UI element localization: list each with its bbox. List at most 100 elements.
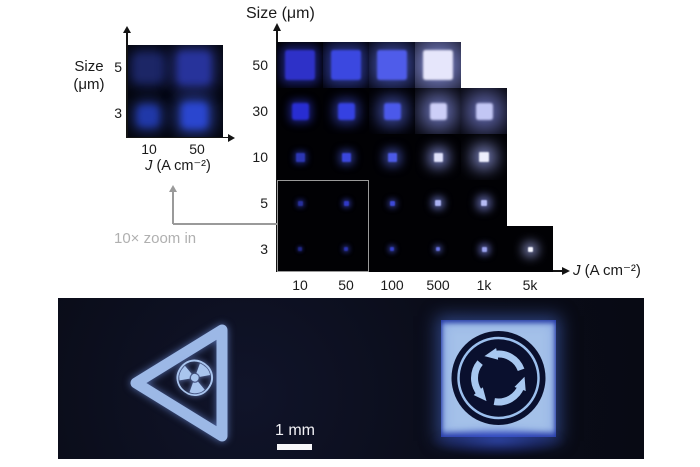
el-emitter-square — [429, 102, 447, 120]
main-y-axis-title: Size (μm) — [246, 5, 315, 22]
el-emitter-square — [341, 152, 351, 162]
el-image-cell-3um-50 — [323, 226, 369, 272]
inset-x-axis-title: J (A cm⁻²) — [126, 157, 230, 175]
el-emitter-square — [387, 152, 397, 162]
radiation-trefoil-icon: ☢ — [167, 346, 223, 412]
el-emitter-square — [337, 102, 355, 120]
inset-x-axis-line — [127, 136, 229, 138]
el-image-cell-50um-50 — [323, 42, 369, 88]
main-x-axis-title-j: J — [573, 262, 581, 279]
el-image-cell-30um-500 — [415, 88, 461, 134]
el-emitter-square — [297, 200, 303, 206]
main-x-axis-arrow-icon — [562, 266, 570, 275]
el-image-cell-5um-500 — [415, 180, 461, 226]
el-image-cell-3um-10 — [277, 226, 323, 272]
inset-y-axis-title-line1: Size — [74, 58, 104, 75]
zoom-region-outline — [277, 180, 369, 272]
el-image-cell-5um-10 — [277, 180, 323, 226]
main-y-tick-5: 5 — [260, 195, 268, 211]
el-image-cell-50um-10 — [277, 42, 323, 88]
roundabout-square-emblem — [441, 320, 556, 437]
main-y-tick-50: 50 — [252, 57, 268, 73]
el-emitter-square — [390, 247, 394, 251]
roundabout-arrows-icon — [451, 331, 546, 425]
inset-emitter-square-3um-50 — [180, 101, 208, 129]
inset-y-tick-5: 5 — [114, 59, 122, 75]
inset-x-tick-10: 10 — [141, 141, 157, 157]
el-image-cell-50um-100 — [369, 42, 415, 88]
inset-x-axis-title-j: J — [145, 158, 153, 174]
main-el-image-grid — [277, 42, 553, 272]
el-image-cell-10um-10 — [277, 134, 323, 180]
el-image-cell-30um-10 — [277, 88, 323, 134]
el-emitter-square — [383, 102, 401, 120]
main-y-tick-3: 3 — [260, 241, 268, 257]
inset-emitter-square-5um-50 — [177, 51, 211, 85]
el-image-cell-30um-100 — [369, 88, 415, 134]
el-emitter-square — [481, 246, 487, 252]
zoom-annotation: 10× zoom in — [114, 230, 197, 247]
main-x-tick-50: 50 — [338, 277, 354, 293]
inset-emitter-square-5um-10 — [134, 54, 162, 82]
scale-bar-label: 1 mm — [275, 422, 315, 439]
el-image-cell-3um-5k — [507, 226, 553, 272]
el-emitter-square — [435, 200, 441, 206]
main-y-axis-arrow-icon — [272, 23, 281, 31]
el-image-cell-3um-500 — [415, 226, 461, 272]
el-image-cell-5um-1k — [461, 180, 507, 226]
el-image-cell-30um-50 — [323, 88, 369, 134]
scale-bar — [277, 444, 312, 450]
el-emitter-square — [343, 200, 349, 206]
main-x-axis-title-units: (A cm⁻²) — [580, 262, 641, 279]
inset-emitter-square-3um-10 — [137, 105, 159, 127]
inset-y-axis-title-line2: (μm) — [73, 76, 105, 93]
el-emitter-square — [481, 200, 487, 206]
inset-x-axis-arrow-icon — [228, 133, 235, 142]
el-emitter-square — [389, 200, 395, 206]
el-image-cell-5um-50 — [323, 180, 369, 226]
patterned-emitter-photo: ☢ 1 mm — [58, 298, 644, 459]
el-emitter-square — [436, 247, 440, 251]
warning-triangle-emblem — [130, 324, 228, 442]
el-image-cell-10um-100 — [369, 134, 415, 180]
el-emitter-square — [295, 152, 305, 162]
main-x-tick-500: 500 — [426, 277, 450, 293]
main-x-tick-10: 10 — [292, 277, 308, 293]
main-x-tick-5k: 5k — [522, 277, 538, 293]
inset-el-image — [127, 45, 223, 138]
el-emitter-square — [475, 102, 493, 120]
dark-disc — [451, 331, 546, 425]
main-x-tick-1k: 1k — [476, 277, 492, 293]
el-image-cell-10um-50 — [323, 134, 369, 180]
inner-ring — [457, 336, 540, 420]
el-emitter-square — [527, 246, 533, 252]
inset-x-tick-50: 50 — [189, 141, 205, 157]
el-emitter-square — [377, 50, 407, 80]
el-emitter-square — [433, 152, 443, 162]
inset-y-axis-arrow-icon — [122, 26, 131, 33]
zoom-connector-stem — [172, 191, 174, 224]
zoom-connector-line — [173, 223, 277, 225]
el-image-cell-10um-500 — [415, 134, 461, 180]
el-emitter-square — [331, 50, 361, 80]
el-emitter-square — [298, 247, 302, 251]
main-x-axis-title: J (A cm⁻²) — [573, 262, 641, 280]
el-image-cell-3um-1k — [461, 226, 507, 272]
zoom-connector-arrow-icon — [169, 185, 177, 192]
main-x-tick-100: 100 — [380, 277, 404, 293]
triangle-outline — [130, 324, 228, 442]
inset-x-axis-title-units: (A cm⁻²) — [152, 158, 211, 174]
el-image-cell-50um-500 — [415, 42, 461, 88]
main-y-tick-30: 30 — [252, 103, 268, 119]
main-y-tick-10: 10 — [252, 149, 268, 165]
emitter-reflection-glow — [430, 426, 566, 456]
el-emitter-square — [344, 247, 348, 251]
el-emitter-square — [291, 102, 309, 120]
el-emitter-square — [423, 50, 453, 80]
el-emitter-square — [285, 50, 315, 80]
inset-y-tick-3: 3 — [114, 105, 122, 121]
el-image-cell-10um-1k — [461, 134, 507, 180]
el-image-cell-30um-1k — [461, 88, 507, 134]
el-emitter-square — [479, 152, 489, 162]
